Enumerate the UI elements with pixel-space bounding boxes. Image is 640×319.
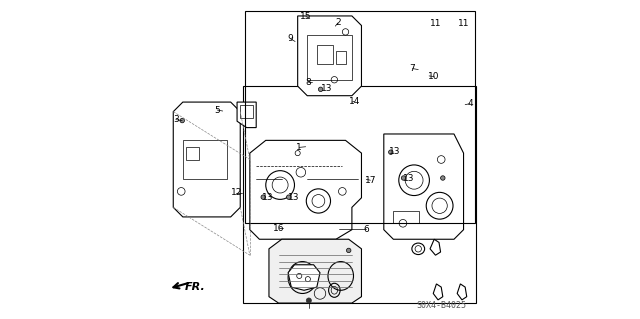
Text: 13: 13 [262,193,273,202]
Bar [336,51,346,64]
Text: FR.: FR. [184,282,205,292]
Polygon shape [173,102,240,217]
Polygon shape [384,134,463,239]
Polygon shape [430,239,440,255]
Polygon shape [457,284,467,300]
Text: 7: 7 [410,64,415,73]
Polygon shape [237,102,256,128]
Text: 11: 11 [429,19,441,28]
Text: S0X4-B4025: S0X4-B4025 [417,301,467,310]
Ellipse shape [180,118,184,123]
Text: 13: 13 [389,147,401,156]
Text: 12: 12 [231,189,242,197]
Text: 14: 14 [349,97,360,106]
Bar [240,105,253,118]
Bar [243,86,476,303]
Ellipse shape [401,176,406,180]
Text: 4: 4 [467,99,473,108]
Text: 15: 15 [300,12,312,21]
Ellipse shape [388,150,393,154]
Bar [183,140,227,179]
Text: 8: 8 [305,78,311,87]
Text: 13: 13 [288,193,300,202]
Polygon shape [288,265,320,290]
Polygon shape [269,239,362,303]
Ellipse shape [346,248,351,253]
Polygon shape [298,16,362,96]
Bar [245,11,475,223]
Ellipse shape [287,195,291,199]
Text: 1: 1 [296,143,302,152]
Text: 17: 17 [365,176,376,185]
Ellipse shape [261,195,266,199]
Polygon shape [433,284,443,300]
Bar [394,211,419,223]
Text: 6: 6 [364,225,369,234]
Polygon shape [250,140,362,239]
Text: 5: 5 [214,106,220,115]
Text: 9: 9 [288,34,294,43]
Ellipse shape [307,298,312,303]
Bar [317,45,333,64]
Text: 3: 3 [173,115,179,124]
Text: 11: 11 [458,19,469,28]
Ellipse shape [440,176,445,180]
Ellipse shape [319,87,323,92]
Bar [186,147,199,160]
Bar [307,35,352,80]
Text: 13: 13 [321,84,332,93]
Text: 13: 13 [403,174,415,182]
Text: 10: 10 [428,72,440,81]
Text: 2: 2 [335,19,340,27]
Text: 16: 16 [273,224,285,233]
